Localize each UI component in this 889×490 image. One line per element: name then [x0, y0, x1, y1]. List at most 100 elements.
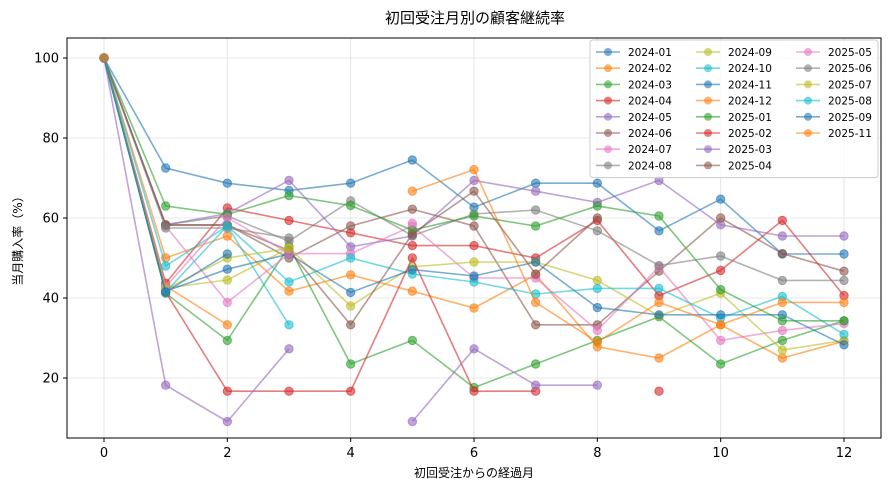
legend-entry: 2025-05 [796, 47, 872, 59]
legend-swatch-marker [604, 112, 612, 121]
x-tick-label: 2 [223, 446, 231, 461]
data-point [222, 264, 233, 274]
series-2025-07 [99, 53, 294, 294]
data-point [160, 223, 171, 233]
data-point [839, 340, 849, 350]
legend-swatch-marker [804, 96, 812, 105]
data-point [407, 286, 418, 296]
legend-swatch-marker [604, 48, 612, 56]
data-point [345, 178, 356, 188]
data-point [530, 178, 541, 188]
legend-swatch-marker [804, 64, 812, 73]
legend-label: 2025-11 [828, 128, 872, 140]
y-tick-label: 20 [42, 372, 59, 387]
legend-label: 2024-03 [628, 79, 672, 91]
data-point [592, 283, 603, 294]
legend-entry: 2024-12 [696, 96, 772, 108]
legend-label: 2024-05 [628, 112, 672, 124]
legend-label: 2024-09 [728, 47, 772, 59]
legend-entry: 2025-02 [696, 128, 772, 140]
data-point [592, 302, 603, 313]
legend-swatch-marker [704, 80, 712, 89]
data-point [777, 325, 788, 336]
series-line [103, 57, 536, 393]
data-point [715, 284, 726, 295]
data-point [777, 248, 788, 259]
data-point [469, 211, 479, 221]
data-point [469, 386, 479, 396]
legend-swatch-marker [804, 80, 812, 89]
x-tick-label: 0 [100, 446, 108, 461]
data-point [715, 213, 726, 223]
data-point [222, 275, 233, 285]
legend-label: 2024-07 [628, 144, 672, 156]
data-point [530, 269, 541, 279]
data-point [222, 231, 233, 241]
data-point [345, 221, 356, 231]
legend-entry: 2025-03 [696, 144, 772, 156]
data-point [469, 186, 479, 196]
data-point [407, 186, 418, 196]
legend-swatch-marker [604, 161, 612, 170]
tick-layer: 0 2 4 6 8 10 12 20 40 60 80 100 [34, 52, 852, 462]
data-point [592, 226, 603, 236]
data-point [654, 260, 664, 271]
data-point [777, 297, 788, 308]
data-point [407, 240, 418, 251]
legend-entry: 2025-01 [696, 112, 772, 124]
data-point [839, 329, 849, 340]
data-point [160, 287, 171, 297]
series-line [412, 168, 844, 343]
data-point [839, 275, 849, 286]
data-point [284, 243, 294, 254]
legend-label: 2025-04 [728, 160, 772, 172]
legend-label: 2024-08 [628, 160, 672, 172]
data-point [222, 249, 233, 259]
data-point [530, 257, 541, 267]
series-layer [99, 53, 849, 427]
data-point [839, 297, 849, 308]
data-point [160, 261, 171, 271]
data-point [222, 320, 233, 330]
legend-swatch-marker [804, 112, 812, 121]
data-point [530, 221, 541, 231]
data-point [469, 271, 479, 281]
legend-swatch-marker [604, 80, 612, 89]
series-line [103, 57, 290, 291]
data-point [345, 301, 356, 311]
series-2025-05 [99, 53, 418, 292]
data-point [654, 386, 664, 396]
data-point [592, 275, 603, 286]
data-point [839, 316, 849, 326]
data-point [222, 416, 233, 427]
series-line [103, 57, 290, 423]
legend-entry: 2024-09 [696, 47, 772, 59]
legend-label: 2025-07 [828, 79, 872, 91]
data-point [284, 320, 294, 330]
data-point [530, 186, 541, 196]
data-point [345, 287, 356, 298]
data-point [654, 211, 664, 221]
legend-swatch-marker [804, 48, 812, 56]
legend-swatch-marker [604, 96, 612, 105]
data-point [777, 215, 788, 226]
data-point [839, 266, 849, 276]
data-point [407, 416, 418, 427]
data-point [715, 310, 726, 320]
legend-label: 2024-10 [728, 63, 772, 75]
x-tick-label: 8 [593, 446, 601, 461]
legend-entry: 2025-08 [796, 96, 872, 108]
data-point [777, 335, 788, 346]
data-point [222, 212, 233, 223]
x-tick-label: 10 [712, 446, 729, 461]
data-point [284, 286, 294, 296]
x-tick-label: 4 [347, 446, 355, 461]
data-point [284, 215, 294, 226]
data-point [345, 270, 356, 280]
data-point [284, 175, 294, 186]
series-2025-11 [99, 53, 109, 63]
data-point [284, 190, 294, 201]
legend-label: 2025-09 [828, 112, 872, 124]
data-point [407, 204, 418, 214]
data-point [715, 265, 726, 276]
